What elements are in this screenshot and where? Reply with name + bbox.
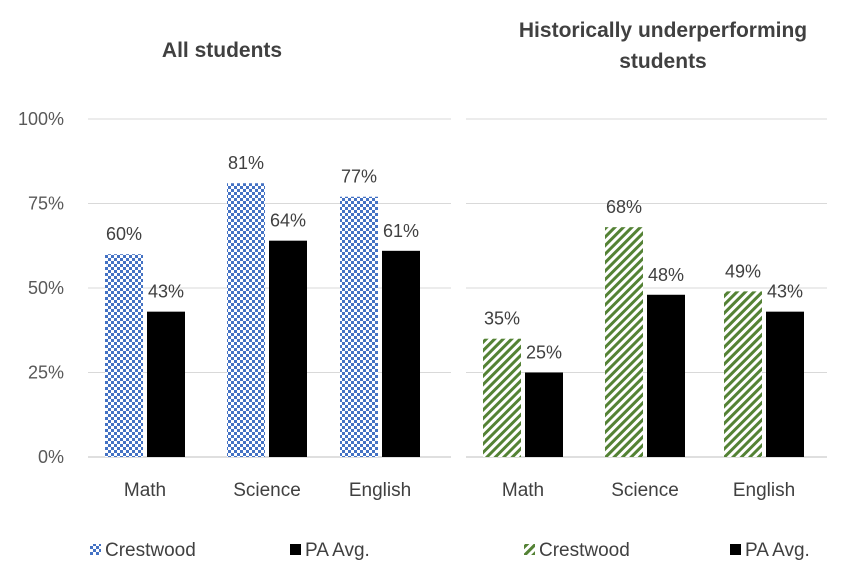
x-category-label: Math [502, 480, 544, 501]
bar-pa-avg--science [269, 240, 307, 457]
y-tick-label: 25% [28, 363, 64, 383]
legend-label: PA Avg. [745, 540, 810, 561]
y-tick-label: 0% [38, 447, 64, 467]
x-category-label: English [349, 480, 411, 501]
data-label: 48% [648, 265, 684, 285]
legend-swatch-crestwood [90, 544, 101, 555]
bar-pa-avg--math [525, 372, 563, 457]
bar-pa-avg--science [647, 294, 685, 457]
legend-label: Crestwood [105, 540, 196, 561]
bar-pa-avg--math [147, 311, 185, 457]
y-tick-label: 50% [28, 278, 64, 298]
bar-crestwood-math [105, 254, 143, 457]
legend-label: Crestwood [539, 540, 630, 561]
chart-title-line-1: Historically underperforming [519, 19, 807, 42]
legend-swatch-pa-avg [730, 544, 741, 555]
data-label: 64% [270, 211, 306, 231]
x-category-label: Science [233, 480, 301, 501]
data-label: 43% [767, 282, 803, 302]
bar-crestwood-science [605, 227, 643, 457]
x-category-label: English [733, 480, 795, 501]
bar-crestwood-english [340, 196, 378, 458]
bar-crestwood-english [724, 291, 762, 457]
bar-pa-avg--english [766, 311, 804, 457]
data-label: 60% [106, 224, 142, 244]
data-label: 81% [228, 153, 264, 173]
data-label: 68% [606, 197, 642, 217]
data-label: 43% [148, 282, 184, 302]
y-tick-label: 100% [18, 109, 64, 129]
data-label: 61% [383, 221, 419, 241]
data-label: 25% [526, 343, 562, 363]
bar-pa-avg--english [382, 250, 420, 457]
chart-title: All students [162, 39, 282, 62]
x-category-label: Science [611, 480, 679, 501]
data-label: 49% [725, 261, 761, 281]
legend-swatch-crestwood [524, 544, 535, 555]
data-label: 77% [341, 167, 377, 187]
bar-crestwood-science [227, 183, 265, 457]
x-category-label: Math [124, 480, 166, 501]
bar-crestwood-math [483, 338, 521, 457]
legend-label: PA Avg. [305, 540, 370, 561]
chart-title-line-2: students [619, 50, 707, 73]
data-label: 35% [484, 309, 520, 329]
legend-swatch-pa-avg [290, 544, 301, 555]
y-tick-label: 75% [28, 194, 64, 214]
